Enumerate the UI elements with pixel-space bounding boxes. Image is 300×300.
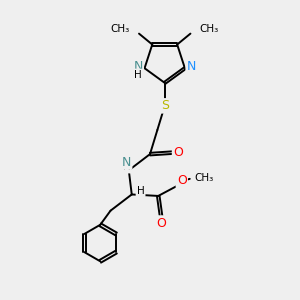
Text: H: H xyxy=(123,162,130,172)
Text: O: O xyxy=(173,146,183,159)
Text: CH₃: CH₃ xyxy=(110,24,130,34)
Text: H: H xyxy=(134,70,142,80)
Text: O: O xyxy=(177,174,187,187)
Text: N: N xyxy=(187,60,196,73)
Text: N: N xyxy=(122,156,131,169)
Text: O: O xyxy=(156,217,166,230)
Text: S: S xyxy=(161,99,169,112)
Text: CH₃: CH₃ xyxy=(194,173,214,183)
Text: H: H xyxy=(137,186,145,196)
Text: N: N xyxy=(134,60,143,73)
Text: CH₃: CH₃ xyxy=(200,24,219,34)
